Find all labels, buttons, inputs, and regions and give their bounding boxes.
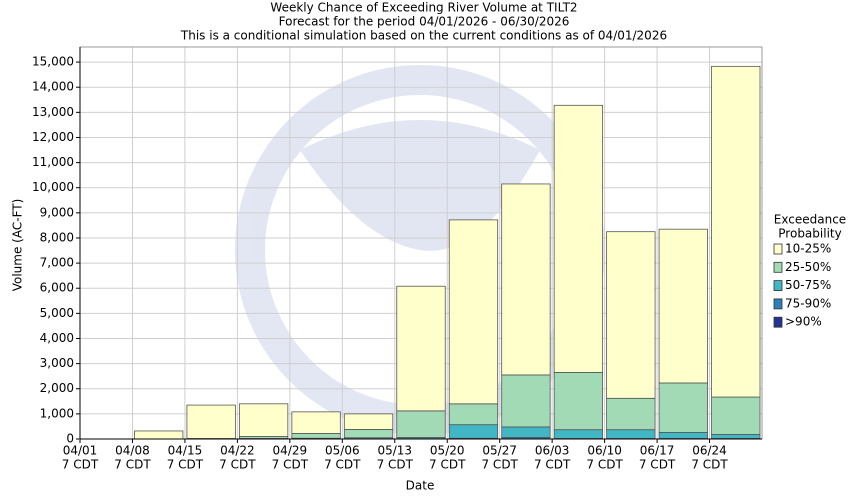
x-tick-time: 7 CDT (691, 458, 728, 472)
x-tick-time: 7 CDT (481, 458, 518, 472)
y-tick-label: 15,000 (32, 55, 74, 69)
chart-subtitle: Forecast for the period 04/01/2026 - 06/… (279, 15, 570, 29)
legend-label: 50-75% (785, 278, 831, 292)
bar-segment (606, 429, 656, 439)
bar-segment (134, 430, 184, 440)
legend-label: 25-50% (785, 260, 831, 274)
bar-segment (711, 396, 761, 435)
bar-segment (448, 219, 499, 405)
x-tick-time: 7 CDT (534, 458, 571, 472)
y-tick-label: 7,000 (40, 256, 74, 270)
bar-segment (186, 404, 236, 439)
bar-segment (238, 403, 289, 437)
y-tick-label: 13,000 (32, 105, 74, 119)
x-tick-time: 7 CDT (114, 458, 151, 472)
legend-swatch (773, 280, 783, 292)
y-tick-label: 8,000 (40, 230, 74, 244)
chart-note: This is a conditional simulation based o… (180, 29, 667, 43)
bar-segment (291, 433, 341, 439)
y-tick-label: 10,000 (32, 180, 74, 194)
x-tick-label: 06/24 (692, 444, 727, 458)
x-tick-label: 05/06 (325, 444, 360, 458)
x-tick-time: 7 CDT (324, 458, 361, 472)
y-tick-label: 14,000 (32, 80, 74, 94)
legend-swatch (773, 316, 783, 328)
x-tick-label: 06/10 (587, 444, 622, 458)
x-tick-label: 06/03 (535, 444, 570, 458)
y-tick-label: 9,000 (40, 205, 74, 219)
chart-title: Weekly Chance of Exceeding River Volume … (270, 1, 577, 15)
y-tick-label: 5,000 (40, 306, 74, 320)
y-tick-label: 0 (66, 432, 74, 446)
legend-label: 75-90% (785, 296, 831, 310)
y-tick-label: 12,000 (32, 130, 74, 144)
bar-segment (448, 424, 499, 439)
bar-segment (658, 382, 708, 433)
x-tick-label: 04/29 (273, 444, 308, 458)
bar-segment (606, 397, 656, 431)
y-tick-label: 11,000 (32, 155, 74, 169)
y-tick-label: 1,000 (40, 406, 74, 420)
x-axis-label: Date (406, 479, 435, 493)
x-tick-time: 7 CDT (272, 458, 309, 472)
bar-segment (396, 410, 446, 438)
bar-segment (291, 411, 341, 434)
bar-segment (343, 413, 394, 430)
bar-segment (606, 231, 656, 399)
bar-segment (711, 65, 761, 398)
y-tick-label: 2,000 (40, 381, 74, 395)
y-tick-label: 4,000 (40, 331, 74, 345)
x-tick-label: 05/20 (430, 444, 465, 458)
bar-segment (501, 183, 551, 376)
bar-segment (553, 372, 604, 431)
x-tick-time: 7 CDT (62, 458, 99, 472)
x-tick-time: 7 CDT (429, 458, 466, 472)
legend-label: >90% (785, 315, 822, 329)
x-tick-time: 7 CDT (377, 458, 414, 472)
y-axis-label: Volume (AC-FT) (11, 199, 25, 292)
x-tick-label: 06/17 (640, 444, 675, 458)
x-tick-label: 04/01 (63, 444, 98, 458)
x-tick-label: 05/13 (377, 444, 412, 458)
bar-segment (658, 228, 708, 384)
x-tick-time: 7 CDT (167, 458, 204, 472)
legend-label: 10-25% (785, 242, 831, 256)
bar-segment (501, 426, 551, 438)
bar-segment (343, 429, 394, 439)
bar-segment (501, 374, 551, 428)
bar-segment (553, 104, 604, 373)
bar-segment (553, 429, 604, 439)
bar-segment (448, 403, 499, 426)
x-tick-time: 7 CDT (639, 458, 676, 472)
x-tick-label: 04/15 (168, 444, 203, 458)
bar-segment (396, 285, 446, 412)
y-tick-label: 3,000 (40, 356, 74, 370)
x-tick-time: 7 CDT (219, 458, 256, 472)
legend-title: Probability (778, 227, 841, 241)
x-tick-label: 05/27 (482, 444, 517, 458)
legend-swatch (773, 298, 783, 310)
x-tick-label: 04/08 (115, 444, 150, 458)
legend-title: Exceedance (774, 213, 846, 227)
legend-swatch (773, 261, 783, 273)
y-tick-label: 6,000 (40, 281, 74, 295)
bar-segment (711, 434, 761, 439)
x-tick-time: 7 CDT (586, 458, 623, 472)
x-tick-label: 04/22 (220, 444, 255, 458)
bar-segment (658, 432, 708, 439)
legend-swatch (773, 243, 783, 255)
